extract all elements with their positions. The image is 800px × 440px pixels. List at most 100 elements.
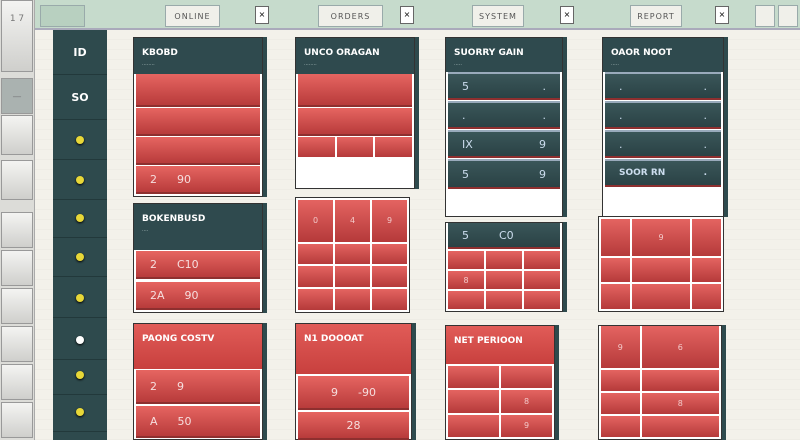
list-row[interactable]: SOOR RN.	[605, 159, 721, 187]
list-row[interactable]	[298, 74, 412, 107]
grid-cell[interactable]	[372, 266, 407, 288]
grid-cell[interactable]	[298, 243, 333, 265]
tab-close-button[interactable]: ×	[715, 6, 729, 24]
sidebar-button[interactable]	[1, 402, 33, 438]
list-row[interactable]: A 50	[136, 406, 260, 438]
tab-2[interactable]: ORDERS	[318, 5, 383, 27]
small-button[interactable]	[336, 137, 374, 157]
small-button[interactable]	[375, 137, 412, 157]
grid-cell[interactable]	[335, 266, 370, 288]
grid-cell[interactable]	[335, 243, 370, 265]
grid-cell[interactable]	[372, 289, 407, 310]
grid-cell[interactable]	[601, 370, 640, 391]
list-row[interactable]: ..	[605, 101, 721, 129]
grid-cell[interactable]: 9	[632, 219, 690, 256]
grid-cell[interactable]: 4	[335, 200, 370, 242]
sidebar-button[interactable]: —	[1, 78, 33, 114]
grid-cell[interactable]	[632, 257, 690, 283]
grid-cell[interactable]	[448, 291, 484, 309]
list-row[interactable]: 2 90	[136, 166, 260, 194]
list-row[interactable]	[136, 108, 260, 136]
sidebar-button[interactable]	[1, 364, 33, 400]
sidebar-button[interactable]	[1, 160, 33, 200]
grid-cell[interactable]	[524, 291, 560, 309]
list-row[interactable]: ..	[605, 72, 721, 100]
status-row[interactable]	[53, 198, 107, 238]
toolbar-tab[interactable]	[40, 5, 85, 27]
list-row[interactable]: 9 -90	[298, 376, 409, 410]
tab-close-button[interactable]: ×	[400, 6, 414, 24]
grid-cell[interactable]	[524, 271, 560, 289]
status-row[interactable]	[53, 355, 107, 395]
tab-4[interactable]: REPORT	[630, 5, 682, 27]
grid-cell[interactable]	[448, 366, 499, 389]
grid-cell[interactable]: 8	[641, 393, 719, 414]
tab-close-button[interactable]: ×	[255, 6, 269, 24]
window-button[interactable]	[755, 5, 775, 27]
grid-cell[interactable]	[486, 251, 522, 269]
grid-cell[interactable]	[298, 266, 333, 288]
grid-cell[interactable]	[632, 284, 690, 309]
grid-cell[interactable]	[601, 219, 630, 256]
list-row[interactable]: ..	[605, 130, 721, 158]
small-button[interactable]	[298, 137, 335, 157]
row-value: 9	[539, 137, 546, 151]
grid-cell[interactable]	[486, 291, 522, 309]
grid-cell[interactable]	[486, 271, 522, 289]
grid-cell[interactable]: 9	[601, 326, 640, 368]
grid-cell[interactable]: 0	[298, 200, 333, 242]
grid-cell[interactable]: 8	[448, 271, 484, 289]
grid-cell[interactable]: 9	[501, 414, 552, 437]
grid-cell[interactable]	[501, 366, 552, 389]
status-row[interactable]	[53, 237, 107, 277]
sidebar-button[interactable]	[1, 250, 33, 286]
list-row[interactable]: 2A 90	[136, 282, 260, 310]
grid-cell[interactable]: 8	[501, 390, 552, 413]
status-row[interactable]	[53, 320, 107, 360]
sidebar-button[interactable]	[1, 288, 33, 324]
list-row[interactable]: ..	[448, 101, 560, 129]
tab-close-button[interactable]: ×	[560, 6, 574, 24]
list-row[interactable]	[298, 108, 412, 136]
grid-cell[interactable]	[448, 390, 499, 413]
status-row[interactable]	[53, 392, 107, 432]
list-row[interactable]: 28	[298, 412, 409, 440]
grid-cell[interactable]	[298, 289, 333, 310]
grid-cell[interactable]: 9	[372, 200, 407, 242]
grid-cell[interactable]	[448, 414, 499, 437]
list-row[interactable]	[136, 137, 260, 165]
card-subtitle: .....	[454, 61, 462, 67]
grid-cell[interactable]	[641, 416, 719, 437]
grid-cell[interactable]	[601, 393, 640, 414]
list-row[interactable]	[136, 74, 260, 107]
sidebar-button[interactable]	[1, 212, 33, 248]
grid-cell[interactable]	[692, 219, 721, 256]
tab-3[interactable]: SYSTEM	[472, 5, 524, 27]
grid-cell[interactable]	[448, 251, 484, 269]
card-header: PAONG COSTV	[134, 324, 262, 369]
grid-cell[interactable]	[641, 370, 719, 391]
grid-cell[interactable]: 6	[641, 326, 719, 368]
grid-cell[interactable]	[601, 284, 630, 309]
grid-cell[interactable]	[601, 416, 640, 437]
list-row[interactable]: 5.	[448, 72, 560, 100]
status-row[interactable]	[53, 120, 107, 160]
status-row[interactable]	[53, 160, 107, 200]
sidebar-button[interactable]	[1, 326, 33, 362]
list-row[interactable]: IX 9	[448, 130, 560, 158]
card-header: BOKENBUSD....	[134, 204, 262, 250]
tab-1[interactable]: ONLINE	[165, 5, 220, 27]
list-row[interactable]: 2 C10	[136, 251, 260, 279]
grid-cell[interactable]	[335, 289, 370, 310]
window-button[interactable]	[778, 5, 798, 27]
status-row[interactable]	[53, 278, 107, 318]
grid-cell[interactable]	[601, 257, 630, 283]
sidebar-button[interactable]	[1, 115, 33, 155]
grid-cell[interactable]	[692, 257, 721, 283]
grid-cell[interactable]	[372, 243, 407, 265]
card-col4-mid: 9	[598, 216, 724, 312]
grid-cell[interactable]	[524, 251, 560, 269]
grid-cell[interactable]	[692, 284, 721, 309]
